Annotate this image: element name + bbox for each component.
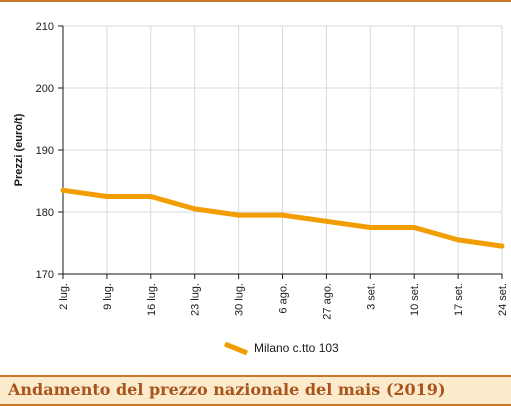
x-tick-label: 9 lug. bbox=[102, 283, 114, 310]
data-point bbox=[367, 225, 373, 230]
data-point bbox=[280, 212, 285, 218]
data-point bbox=[104, 194, 110, 199]
legend: Milano c.tto 103 bbox=[223, 340, 339, 356]
x-axis-ticks: 2 lug. 9 lug. 16 lug. 23 lug. 30 lug. 6 ago. 2… bbox=[58, 274, 509, 320]
x-tick-label: 16 lug. bbox=[146, 283, 158, 316]
chart-title: Andamento del prezzo nazionale del mais … bbox=[8, 380, 446, 399]
data-point bbox=[236, 212, 242, 218]
legend-swatch bbox=[223, 341, 249, 355]
data-point bbox=[411, 225, 417, 230]
data-point bbox=[148, 194, 154, 199]
x-tick-label: 2 lug. bbox=[58, 283, 70, 310]
top-rule bbox=[0, 0, 511, 2]
x-tick-label: 3 set. bbox=[365, 283, 377, 310]
x-tick-label: 27 ago. bbox=[321, 283, 333, 320]
y-tick-label: 200 bbox=[36, 83, 54, 95]
x-tick-label: 10 set. bbox=[409, 283, 421, 316]
x-tick-label: 24 set. bbox=[497, 283, 509, 316]
x-tick-label: 23 lug. bbox=[190, 283, 202, 316]
data-point bbox=[60, 187, 66, 193]
gridlines bbox=[63, 25, 503, 274]
legend-label: Milano c.tto 103 bbox=[254, 341, 339, 355]
x-tick-label: 6 ago. bbox=[278, 283, 290, 314]
y-axis-label: Prezzi (euro/t) bbox=[13, 113, 25, 186]
x-tick-label: 30 lug. bbox=[234, 283, 246, 316]
line-chart: 170 180 190 200 210 2 lug. 9 lug. 16 lug. 23 lu… bbox=[13, 21, 509, 320]
caption-bar: Andamento del prezzo nazionale del mais … bbox=[0, 375, 511, 406]
y-tick-label: 190 bbox=[36, 145, 54, 157]
y-tick-label: 170 bbox=[36, 269, 54, 281]
data-point bbox=[192, 206, 198, 212]
y-tick-label: 210 bbox=[36, 21, 54, 33]
data-point bbox=[499, 243, 505, 249]
y-axis-ticks: 170 180 190 200 210 bbox=[36, 21, 63, 281]
series-group bbox=[60, 187, 505, 249]
data-point bbox=[455, 237, 461, 243]
x-tick-label: 17 set. bbox=[453, 283, 465, 316]
data-point bbox=[323, 218, 329, 224]
y-tick-label: 180 bbox=[36, 207, 54, 219]
